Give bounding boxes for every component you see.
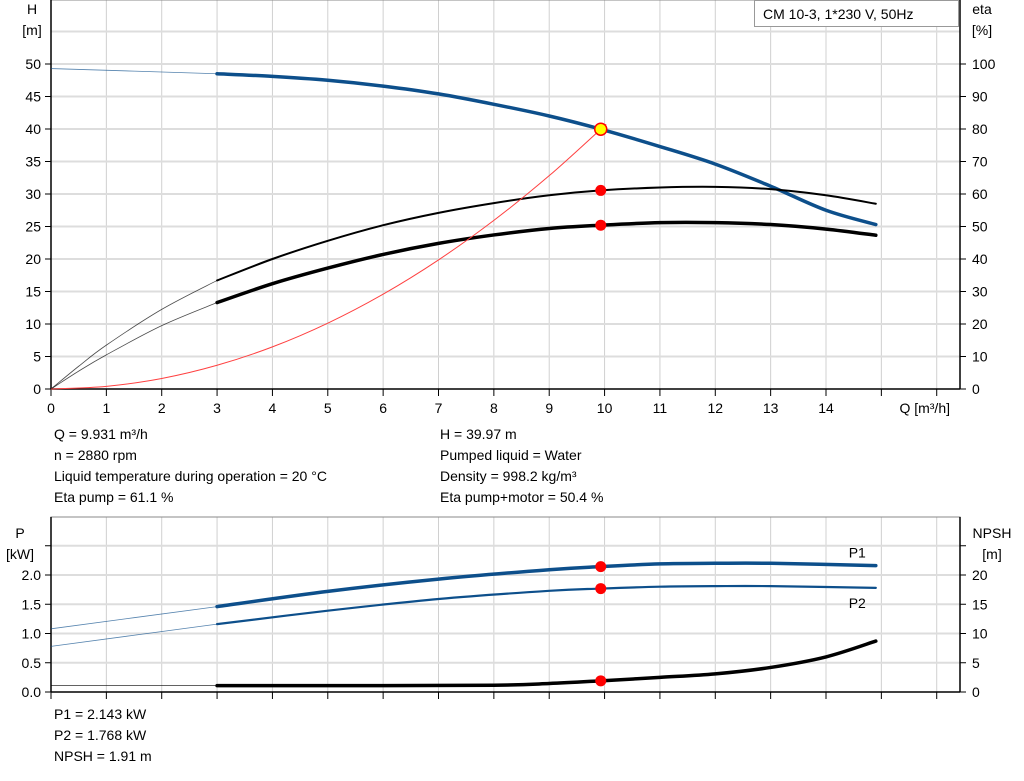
panel2-series-P2-extrapolated bbox=[50, 623, 218, 647]
pump-title: CM 10-3, 1*230 V, 50Hz bbox=[754, 0, 959, 27]
panel1-x-tick-label: 11 bbox=[653, 400, 668, 416]
info-p1: P1 = 2.143 kW bbox=[54, 706, 147, 722]
panel1-x-tick-label: 4 bbox=[269, 400, 277, 416]
panel1-y-tick-label: 25 bbox=[25, 219, 41, 235]
info-flow: Q = 9.931 m³/h bbox=[54, 426, 148, 442]
panel2-duty-point bbox=[595, 561, 607, 573]
panel1-y2-tick-label: 90 bbox=[972, 89, 988, 105]
panel1-y2-tick-label: 50 bbox=[972, 219, 988, 235]
panel1-y2-tick-label: 60 bbox=[972, 186, 988, 202]
panel1-x-tick-label: 12 bbox=[707, 400, 723, 416]
panel2-duty-point bbox=[595, 675, 607, 687]
panel1-x-tick-label: 6 bbox=[379, 400, 387, 416]
panel1-duty-point bbox=[594, 122, 608, 136]
info-head: H = 39.97 m bbox=[440, 426, 517, 442]
panel1-series-eta_total-extrapolated bbox=[50, 302, 218, 390]
panel1-y-tick-label: 10 bbox=[25, 316, 41, 332]
info-eta-pump: Eta pump = 61.1 % bbox=[54, 489, 174, 505]
panel1-x-tick-label: 14 bbox=[818, 400, 834, 416]
panel2-y-axis-label: [kW] bbox=[6, 546, 34, 562]
panel2-y2-tick-label: 15 bbox=[972, 596, 988, 612]
panel2-y-tick-label: 2.0 bbox=[22, 567, 42, 583]
panel1-y2-tick-label: 0 bbox=[972, 381, 980, 397]
panel2-y-axis-label: P bbox=[15, 525, 24, 541]
panel1-y2-tick-label: 40 bbox=[972, 251, 988, 267]
panel1-y-tick-label: 20 bbox=[25, 251, 41, 267]
panel2-series-P1-extrapolated bbox=[50, 606, 218, 630]
panel1-series-eta_total bbox=[215, 220, 878, 305]
panel1-x-tick-label: 3 bbox=[213, 400, 221, 416]
panel1-x-tick-label: 0 bbox=[47, 400, 55, 416]
panel1-y-tick-label: 30 bbox=[25, 186, 41, 202]
panel1-x-axis-label: Q [m³/h] bbox=[899, 400, 950, 416]
panel1-y2-tick-label: 80 bbox=[972, 121, 988, 137]
info-npsh: NPSH = 1.91 m bbox=[54, 748, 152, 764]
panel1-x-tick-label: 2 bbox=[158, 400, 166, 416]
panel1-y2-tick-label: 20 bbox=[972, 316, 988, 332]
panel2-series-P1 bbox=[215, 561, 878, 609]
panel2-series-label-P1: P1 bbox=[849, 545, 866, 561]
panel1-y2-axis-label: [%] bbox=[972, 22, 992, 38]
panel1-x-tick-label: 5 bbox=[324, 400, 332, 416]
panel1-y2-tick-label: 30 bbox=[972, 284, 988, 300]
panel2-y2-tick-label: 5 bbox=[972, 655, 980, 671]
info-speed: n = 2880 rpm bbox=[54, 447, 137, 463]
panel2-y-tick-label: 1.5 bbox=[22, 596, 42, 612]
panel1-x-tick-label: 13 bbox=[763, 400, 779, 416]
info-eta-total: Eta pump+motor = 50.4 % bbox=[440, 489, 604, 505]
panel1-x-tick-label: 7 bbox=[435, 400, 443, 416]
panel1-y2-axis-label: eta bbox=[972, 1, 992, 17]
panel1-series-head bbox=[215, 72, 878, 227]
panel1-duty-point bbox=[595, 219, 607, 231]
info-bottom: P1 = 2.143 kW P2 = 1.768 kW NPSH = 1.91 … bbox=[54, 704, 152, 767]
info-density: Density = 998.2 kg/m³ bbox=[440, 468, 577, 484]
panel1-series-eta_pump-extrapolated bbox=[50, 280, 218, 390]
panel1-x-tick-label: 1 bbox=[102, 400, 110, 416]
panel1-y-tick-label: 15 bbox=[25, 284, 41, 300]
panel2-series-label-P2: P2 bbox=[849, 595, 866, 611]
panel2-duty-point bbox=[595, 583, 607, 595]
panel1-y-tick-label: 5 bbox=[33, 349, 41, 365]
panel2-y2-axis-label: NPSH bbox=[973, 525, 1012, 541]
info-left: Q = 9.931 m³/h n = 2880 rpm Liquid tempe… bbox=[54, 424, 327, 508]
panel2-y2-tick-label: 0 bbox=[972, 684, 980, 700]
panel1-y-tick-label: 35 bbox=[25, 154, 41, 170]
panel1-y2-tick-label: 70 bbox=[972, 154, 988, 170]
panel2-y2-tick-label: 10 bbox=[972, 626, 988, 642]
panel1-y-tick-label: 40 bbox=[25, 121, 41, 137]
info-temperature: Liquid temperature during operation = 20… bbox=[54, 468, 327, 484]
panel1-x-tick-label: 10 bbox=[597, 400, 613, 416]
panel2-y2-axis-label: [m] bbox=[982, 546, 1001, 562]
panel1-series-eta_pump bbox=[216, 185, 877, 282]
panel1-x-tick-label: 9 bbox=[545, 400, 553, 416]
panel1-series-head-extrapolated bbox=[50, 68, 218, 75]
panel2-y2-tick-label: 20 bbox=[972, 567, 988, 583]
info-liquid: Pumped liquid = Water bbox=[440, 447, 582, 463]
info-p2: P2 = 1.768 kW bbox=[54, 727, 147, 743]
panel2-y-tick-label: 1.0 bbox=[22, 626, 42, 642]
panel1-x-tick-label: 8 bbox=[490, 400, 498, 416]
info-right: H = 39.97 m Pumped liquid = Water Densit… bbox=[440, 424, 603, 508]
panel1-y2-tick-label: 10 bbox=[972, 349, 988, 365]
panel1-y-tick-label: 50 bbox=[25, 56, 41, 72]
panel1-y-tick-label: 0 bbox=[33, 381, 41, 397]
panel2-y-tick-label: 0.0 bbox=[22, 684, 42, 700]
panel1-y-axis-label: H bbox=[27, 1, 37, 17]
panel1-y2-tick-label: 100 bbox=[972, 56, 996, 72]
panel1-y-tick-label: 45 bbox=[25, 89, 41, 105]
panel2-series-P2 bbox=[215, 584, 877, 626]
panel1-series-system bbox=[50, 124, 607, 390]
panel1-duty-point bbox=[595, 184, 607, 196]
panel1-y-axis-label: [m] bbox=[22, 22, 41, 38]
panel2-y-tick-label: 0.5 bbox=[22, 655, 42, 671]
